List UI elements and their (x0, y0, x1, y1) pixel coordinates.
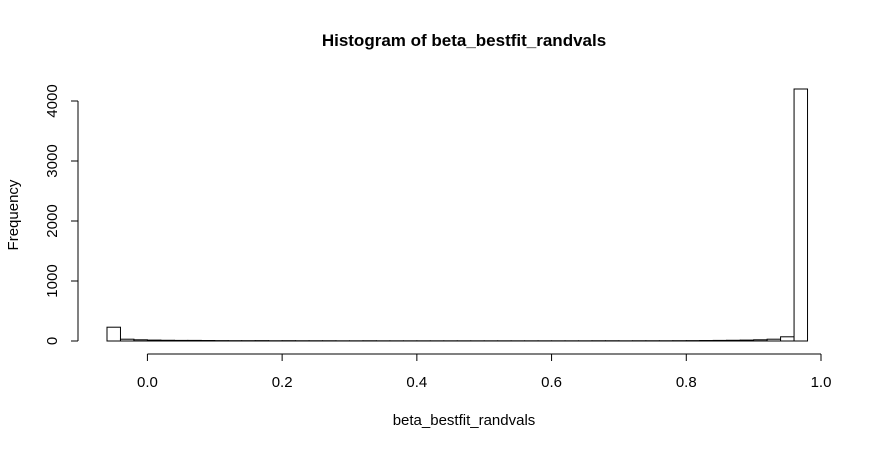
y-tick-label: 0 (44, 337, 61, 345)
histogram-bar (753, 339, 768, 342)
y-axis: 0 1000 2000 3000 4000 (44, 84, 79, 345)
x-tick-label: 0.0 (137, 374, 158, 391)
histogram-bar (739, 339, 755, 342)
histogram-bar (106, 326, 121, 342)
y-tick-label: 1000 (44, 264, 61, 297)
histogram-bar (780, 336, 795, 342)
histogram-bar (726, 339, 741, 342)
histogram-bar (133, 339, 148, 342)
histogram-bar (766, 338, 782, 342)
x-tick-label: 0.2 (272, 374, 293, 391)
histogram-bar (119, 338, 135, 342)
y-tick-label: 4000 (44, 84, 61, 117)
y-tick-label: 2000 (44, 204, 61, 237)
chart-title: Histogram of beta_bestfit_randvals (322, 31, 606, 50)
x-tick-label: 0.8 (676, 374, 697, 391)
histogram-bar (187, 339, 202, 342)
y-tick-label: 3000 (44, 144, 61, 177)
x-axis: 0.0 0.2 0.4 0.6 0.8 1.0 (137, 353, 832, 391)
x-tick-label: 0.6 (541, 374, 562, 391)
x-axis-label: beta_bestfit_randvals (393, 412, 536, 429)
histogram-bar (793, 88, 809, 342)
histogram-bar (160, 339, 175, 342)
x-tick-label: 1.0 (811, 374, 832, 391)
histogram-bar (712, 339, 728, 342)
histogram-bars (106, 88, 809, 342)
x-tick-label: 0.4 (406, 374, 427, 391)
histogram-bar (173, 339, 189, 342)
histogram-bar (146, 339, 162, 342)
y-axis-label: Frequency (5, 179, 22, 250)
